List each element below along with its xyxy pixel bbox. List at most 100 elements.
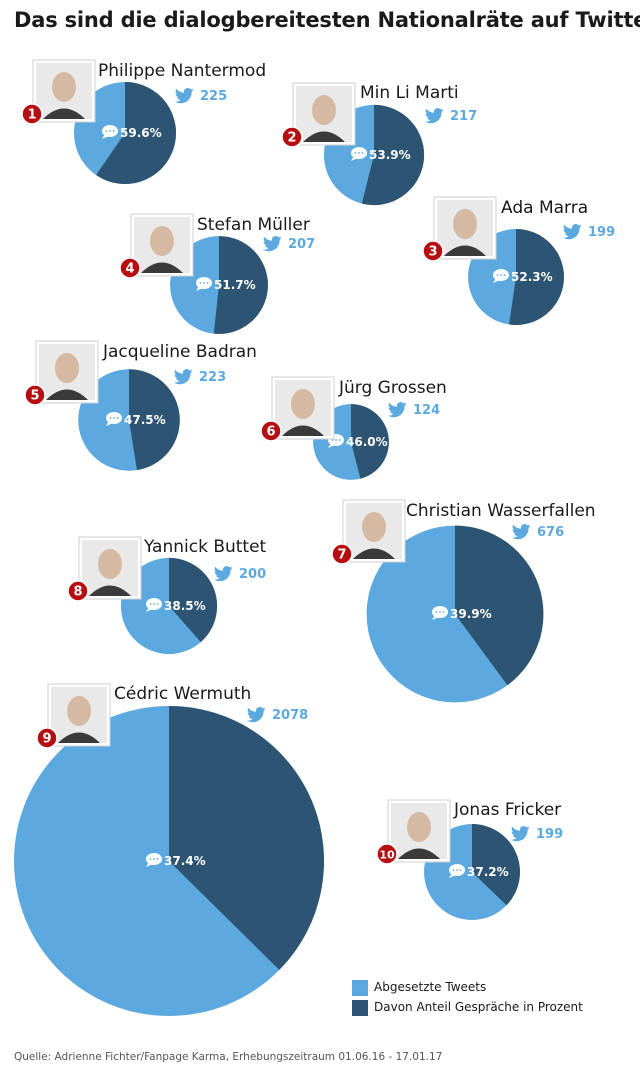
rank-badge-3: 3 [422,240,444,262]
portrait-9 [47,683,111,747]
pie-1: 59.6% 1 Philippe Nantermod 225 [21,59,266,185]
rank-badge-5: 5 [24,384,46,406]
rank-number-10: 10 [379,849,395,862]
twitter-bird-icon [510,826,530,842]
tweet-count-10: 199 [536,827,563,842]
legend-swatch-tweets [352,980,368,996]
conversation-slice-1 [96,81,177,185]
pct-label-6: 46.0% [346,435,388,449]
pct-label-9: 37.4% [164,854,206,868]
name-3: Ada Marra [501,198,588,218]
tweet-count-5: 223 [199,370,226,385]
pie-5: 47.5% 5 Jacqueline Badran 223 [24,340,257,471]
pie-6: 46.0% 6 Jürg Grossen 124 [260,376,447,480]
twitter-bird-icon [174,88,194,104]
portrait-7 [342,499,406,563]
pct-label-4: 51.7% [214,278,256,292]
rank-number-8: 8 [73,585,82,600]
name-1: Philippe Nantermod [98,61,266,81]
rank-badge-7: 7 [331,543,353,565]
portrait-6 [271,376,335,440]
tweet-count-1: 225 [200,89,227,104]
rank-number-5: 5 [30,389,39,404]
rank-number-9: 9 [42,732,51,747]
pct-label-2: 53.9% [369,148,411,162]
pct-label-5: 47.5% [124,413,166,427]
pie-8: 38.5% 8 Yannick Buttet 200 [67,536,267,655]
name-10: Jonas Fricker [453,800,561,820]
tweet-count-3: 199 [588,225,615,240]
tweet-count-4: 207 [288,237,315,252]
twitter-bird-icon [173,369,193,385]
legend-label-conversations: Davon Anteil Gespräche in Prozent [374,1000,583,1014]
speech-bubble-icon [449,864,465,878]
rank-number-1: 1 [27,108,36,123]
twitter-bird-icon [511,524,531,540]
pct-label-1: 59.6% [120,126,162,140]
speech-bubble-icon [102,125,118,139]
legend-label-tweets: Abgesetzte Tweets [374,980,487,994]
pie-7: 39.9% 7 Christian Wasserfallen 676 [331,499,596,703]
speech-bubble-icon [432,606,448,620]
twitter-bird-icon [213,566,233,582]
pct-label-7: 39.9% [450,607,492,621]
rank-badge-2: 2 [281,126,303,148]
speech-bubble-icon [146,598,162,612]
conversation-slice-8 [169,557,218,643]
portrait-3 [433,196,497,260]
portrait-1 [32,59,96,123]
rank-badge-4: 4 [119,257,141,279]
rank-badge-1: 1 [21,103,43,125]
name-7: Christian Wasserfallen [406,501,596,521]
pct-label-8: 38.5% [164,599,206,613]
conversation-slice-9 [169,706,324,970]
conversation-slice-5 [129,369,180,471]
tweet-count-2: 217 [450,109,477,124]
speech-bubble-icon [493,269,509,283]
tweet-count-8: 200 [239,567,266,582]
twitter-bird-icon [387,402,407,418]
name-2: Min Li Marti [360,83,459,103]
source-note: Quelle: Adrienne Fichter/Fanpage Karma, … [14,1051,443,1063]
tweet-count-9: 2078 [272,708,308,723]
pct-label-3: 52.3% [511,270,553,284]
legend-swatch-conversations [352,1000,368,1016]
conversation-slice-4 [213,236,268,334]
page-title: Das sind die dialogbereitesten Nationalr… [14,8,640,32]
rank-number-2: 2 [287,131,296,146]
portrait-5 [35,340,99,404]
rank-number-6: 6 [266,425,275,440]
conversation-slice-2 [361,104,425,206]
rank-badge-8: 8 [67,580,89,602]
pie-9: 37.4% 9 Cédric Wermuth 2078 [14,683,324,1016]
portrait-10 [387,799,451,863]
rank-badge-10: 10 [376,843,398,865]
pie-4: 51.7% 4 Stefan Müller 207 [119,213,315,334]
portrait-4 [130,213,194,277]
conversation-slice-7 [455,525,544,686]
pie-2: 53.9% 2 Min Li Marti 217 [281,82,477,206]
name-5: Jacqueline Badran [102,342,257,362]
conversation-slice-3 [509,229,564,325]
tweet-count-7: 676 [537,525,564,540]
twitter-bird-icon [262,236,282,252]
twitter-bird-icon [246,707,266,723]
portrait-8 [78,536,142,600]
name-9: Cédric Wermuth [114,684,251,704]
pie-10: 37.2% 10 Jonas Fricker 199 [376,799,563,920]
pct-label-10: 37.2% [467,865,509,879]
rank-badge-9: 9 [36,727,58,749]
speech-bubble-icon [106,412,122,426]
speech-bubble-icon [351,147,367,161]
name-8: Yannick Buttet [143,537,267,557]
conversation-slice-10 [472,824,520,906]
portrait-2 [292,82,356,146]
rank-badge-6: 6 [260,420,282,442]
tweet-count-6: 124 [413,403,440,418]
twitter-bird-icon [424,108,444,124]
speech-bubble-icon [196,277,212,291]
speech-bubble-icon [146,853,162,867]
name-4: Stefan Müller [197,215,310,235]
